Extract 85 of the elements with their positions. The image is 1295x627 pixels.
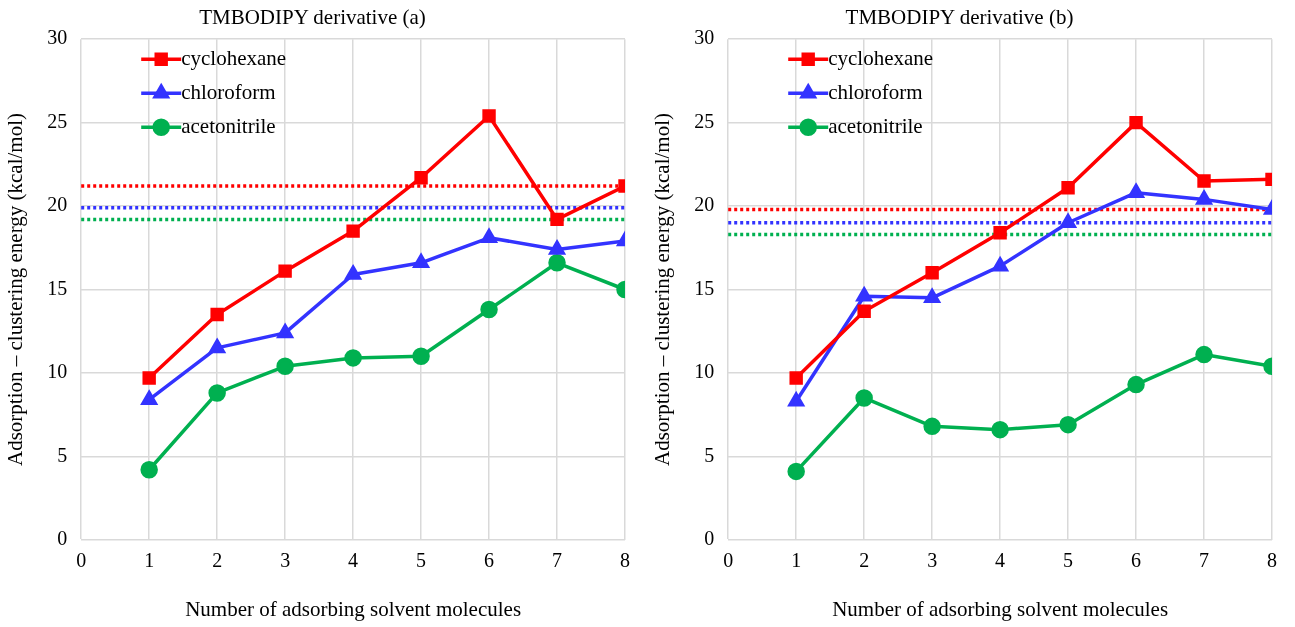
- y-tick-label: 5: [57, 443, 68, 466]
- point: [1196, 190, 1212, 205]
- y-tick-label: 10: [47, 360, 68, 383]
- point: [857, 304, 871, 318]
- point: [923, 417, 941, 436]
- point: [140, 460, 158, 479]
- x-tick-label: 2: [859, 549, 870, 572]
- point: [1061, 181, 1075, 195]
- point: [992, 257, 1008, 272]
- chart-title: TMBODIPY derivative (b): [845, 5, 1074, 30]
- x-tick-label: 2: [212, 549, 223, 572]
- point: [1129, 115, 1143, 130]
- point: [549, 240, 565, 255]
- point: [550, 212, 564, 227]
- point: [481, 229, 497, 244]
- point: [1128, 183, 1144, 198]
- point: [925, 266, 939, 280]
- y-axis-title: Adsorption – clustering energy (kcal/mol): [3, 112, 28, 467]
- legend-label: cyclohexane: [181, 45, 287, 70]
- y-tick-label: 0: [704, 527, 715, 550]
- point: [278, 264, 292, 278]
- x-tick-label: 3: [280, 549, 291, 572]
- legend-label: chloroform: [828, 79, 923, 104]
- x-tick-label: 5: [1063, 549, 1074, 572]
- y-tick-label: 20: [47, 193, 68, 216]
- point: [991, 420, 1009, 439]
- legend-label: acetonitrile: [828, 113, 923, 138]
- y-tick-label: 20: [694, 193, 715, 216]
- point: [855, 389, 873, 407]
- x-tick-label: 6: [1131, 549, 1142, 572]
- point: [346, 224, 360, 238]
- point: [548, 254, 566, 272]
- point: [142, 371, 156, 385]
- y-axis-title: Adsorption – clustering energy (kcal/mol): [650, 112, 675, 467]
- x-axis-title: Number of adsorbing solvent molecules: [832, 596, 1169, 621]
- y-tick-label: 30: [694, 26, 715, 49]
- point: [276, 357, 294, 376]
- point: [412, 347, 430, 365]
- y-tick-label: 25: [47, 109, 68, 132]
- x-tick-label: 3: [927, 549, 938, 572]
- x-tick-label: 7: [1199, 549, 1210, 572]
- y-tick-label: 15: [694, 276, 715, 299]
- legend-label: acetonitrile: [181, 113, 276, 138]
- point: [1127, 375, 1145, 394]
- point: [787, 462, 805, 481]
- legend-label: chloroform: [181, 79, 276, 104]
- legend-label: cyclohexane: [828, 45, 934, 70]
- y-tick-label: 30: [47, 26, 68, 49]
- point: [1195, 345, 1213, 364]
- point: [1197, 174, 1211, 188]
- point: [1059, 415, 1077, 434]
- x-tick-label: 8: [620, 549, 630, 572]
- x-tick-label: 4: [995, 549, 1006, 572]
- x-tick-label: 0: [723, 549, 734, 572]
- point: [344, 349, 362, 367]
- point: [482, 109, 496, 123]
- y-tick-label: 15: [47, 276, 68, 299]
- x-tick-label: 5: [416, 549, 427, 572]
- point: [993, 226, 1007, 240]
- point: [141, 390, 157, 405]
- x-axis-title: Number of adsorbing solvent molecules: [185, 596, 522, 621]
- point: [277, 324, 293, 339]
- point: [789, 371, 803, 385]
- point: [345, 265, 361, 280]
- x-tick-label: 0: [76, 549, 87, 572]
- y-tick-label: 0: [57, 527, 68, 550]
- x-tick-label: 1: [791, 549, 802, 572]
- y-tick-label: 5: [704, 443, 715, 466]
- point: [924, 289, 940, 304]
- point: [414, 171, 428, 185]
- y-tick-label: 25: [694, 109, 715, 132]
- x-tick-label: 1: [144, 549, 155, 572]
- y-tick-label: 10: [694, 360, 715, 383]
- point: [480, 300, 498, 319]
- x-tick-label: 7: [552, 549, 563, 572]
- point: [1060, 214, 1076, 228]
- point: [210, 307, 224, 322]
- x-tick-label: 6: [484, 549, 495, 572]
- point: [208, 384, 226, 402]
- point: [413, 254, 429, 269]
- chart-title: TMBODIPY derivative (a): [199, 5, 426, 30]
- x-tick-label: 8: [1267, 549, 1277, 572]
- point: [209, 339, 225, 354]
- point: [856, 287, 872, 302]
- x-tick-label: 4: [348, 549, 359, 572]
